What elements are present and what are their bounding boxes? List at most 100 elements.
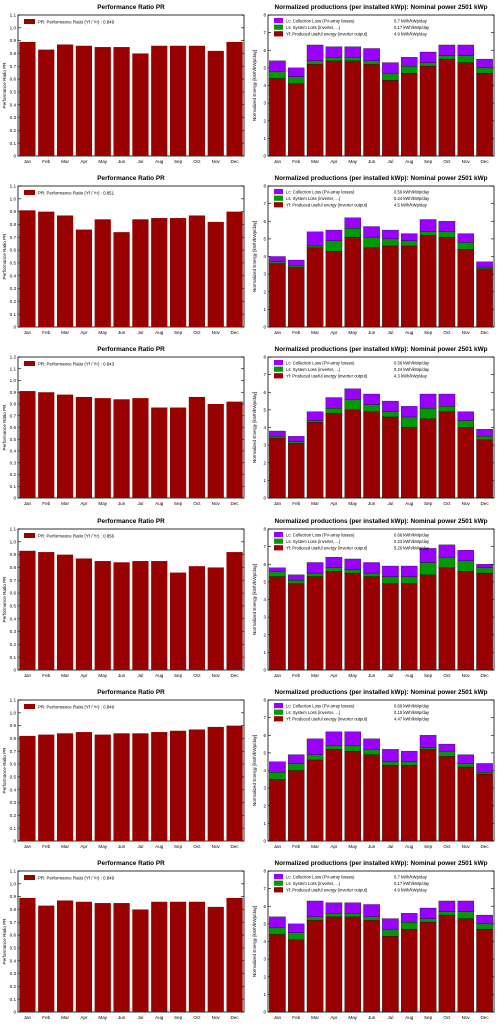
y-tick-label: 7 (263, 201, 266, 206)
y-tick-label: 1.1 (10, 527, 17, 532)
legend-label-yf: Yf: Produced useful energy (inverter out… (286, 888, 368, 893)
bar-ls-mar (306, 754, 324, 761)
x-tick-label: Jul (137, 330, 143, 335)
x-tick-label: Sep (174, 159, 183, 164)
x-tick-label: Feb (292, 330, 300, 335)
bar-ls-dec (476, 923, 493, 930)
bar-jan (19, 210, 36, 327)
legend-swatch-ls (274, 880, 283, 886)
legend-label-pr: PR: Performance Ratio (Yf / Yr) : 0.843 (38, 361, 115, 366)
bar-yf-jul (382, 80, 399, 157)
pr-chart-1: Performance Ratio PR 0 0.1 0.2 0.3 0.4 0.5 0.6 0… (2, 4, 245, 164)
bar-yf-jun (363, 64, 380, 157)
y-tick-label: 0.7 (10, 749, 17, 754)
x-tick-label: Aug (155, 1015, 164, 1020)
bar-lc-feb (288, 574, 305, 581)
bar-ls-jan (269, 927, 286, 935)
bar-ls-aug (401, 761, 418, 766)
bar-yf-nov (457, 766, 474, 842)
bar-yf-jul (382, 416, 399, 499)
bar-ls-feb (288, 441, 305, 444)
x-tick-label: Aug (155, 844, 164, 849)
legend-value-ls: 0.23 kWh/kWp/day (394, 539, 430, 544)
bar-lc-jun (363, 393, 380, 405)
bar-ls-jan (269, 571, 286, 577)
bar-lc-may (344, 388, 361, 400)
bar-yf-jan (269, 437, 286, 499)
legend-swatch-lc (274, 189, 283, 195)
bar-yf-feb (288, 770, 305, 842)
x-tick-label: Sep (174, 1015, 183, 1020)
bar-ls-may (344, 913, 361, 917)
x-tick-label: Aug (405, 1015, 414, 1020)
y-tick-label: 0.8 (10, 736, 17, 741)
pr-chart-5: Performance Ratio PR 0 0.1 0.2 0.3 0.4 0.5 0.6 0… (2, 689, 245, 849)
bar-lc-apr (325, 731, 343, 746)
bar-oct (188, 901, 206, 1012)
bar-ls-apr (325, 407, 343, 414)
y-tick-label: 0.4 (10, 616, 17, 621)
bar-lc-feb (288, 754, 305, 764)
bar-dec (226, 897, 243, 1012)
legend-label-lc: Lc: Collection Loss (PV-array losses) (286, 189, 355, 194)
bar-yf-mar (306, 64, 324, 157)
y-tick-label: 0.8 (10, 907, 17, 912)
x-tick-label: Feb (42, 330, 50, 335)
bar-lc-oct (438, 393, 456, 407)
legend-swatch-lc (274, 532, 283, 538)
plot-frame (17, 870, 245, 1013)
y-tick-label: 1.1 (10, 869, 17, 874)
bar-lc-sep (419, 735, 437, 748)
bar-yf-sep (419, 921, 437, 1013)
bar-ls-aug (401, 921, 418, 930)
bar-yf-mar (306, 422, 324, 499)
bar-sep (169, 407, 187, 498)
chart-title: Performance Ratio PR (97, 860, 165, 867)
bar-dec (226, 401, 243, 498)
y-tick-label: 0.1 (10, 997, 17, 1002)
x-tick-label: Oct (193, 844, 201, 849)
bar-feb (38, 905, 55, 1012)
x-tick-label: Mar (61, 159, 69, 164)
bar-ls-aug (401, 240, 418, 247)
legend-swatch-lc (274, 18, 283, 24)
x-tick-label: Jul (137, 1015, 143, 1020)
bar-lc-sep (419, 51, 437, 63)
bar-lc-apr (325, 397, 343, 409)
bar-yf-oct (438, 567, 456, 671)
x-tick-label: Jul (387, 159, 393, 164)
bar-may (94, 47, 111, 156)
x-tick-label: Jul (387, 844, 393, 849)
bar-lc-mar (306, 411, 324, 421)
legend-label-ls: Ls: System Loss (inverter, ...) (286, 367, 341, 372)
bar-lc-sep (419, 907, 437, 919)
x-tick-label: Jan (24, 673, 32, 678)
y-tick-label: 3 (263, 957, 266, 962)
bar-sep (169, 45, 187, 156)
plot-frame (17, 356, 245, 499)
x-tick-label: Jun (368, 844, 376, 849)
bar-aug (151, 45, 168, 156)
y-axis-label: Performance Ratio PR (2, 404, 7, 451)
y-tick-label: 3 (263, 101, 266, 106)
y-tick-label: 1.0 (10, 196, 17, 201)
y-tick-label: 1.1 (10, 366, 17, 371)
legend-label-pr: PR: Performance Ratio (Yf / Yr) : 0.849 (38, 875, 115, 880)
y-axis-label: Normalized Energy [kWh/kWp/day] (252, 735, 257, 806)
y-tick-label: 0.3 (10, 629, 17, 634)
bar-aug (151, 218, 168, 327)
x-tick-label: Aug (155, 673, 164, 678)
plot-frame (17, 14, 245, 157)
bar-feb (38, 552, 55, 670)
bar-mar (56, 215, 74, 327)
norm-chart-3: Normalized productions (per installed kW… (252, 346, 495, 506)
legend-value-lc: 0.66 kWh/kWp/day (394, 532, 430, 537)
plot-frame (267, 699, 495, 842)
chart-title: Normalized productions (per installed kW… (274, 4, 487, 11)
bar-lc-feb (288, 923, 305, 933)
x-tick-label: May (98, 1015, 107, 1020)
chart-title: Normalized productions (per installed kW… (274, 175, 487, 182)
bar-lc-jan (269, 567, 286, 572)
x-tick-label: Dec (480, 159, 489, 164)
